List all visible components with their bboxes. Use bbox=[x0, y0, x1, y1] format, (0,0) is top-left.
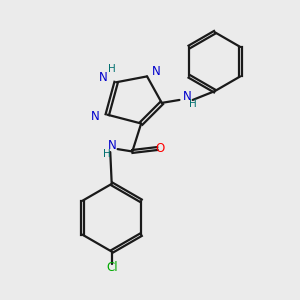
Text: H: H bbox=[189, 99, 196, 110]
Text: H: H bbox=[108, 64, 116, 74]
Text: N: N bbox=[98, 71, 107, 84]
Text: N: N bbox=[91, 110, 100, 123]
Text: O: O bbox=[156, 142, 165, 155]
Text: N: N bbox=[182, 91, 191, 103]
Text: N: N bbox=[108, 139, 117, 152]
Text: H: H bbox=[103, 148, 111, 158]
Text: Cl: Cl bbox=[106, 261, 118, 274]
Text: N: N bbox=[152, 65, 160, 79]
